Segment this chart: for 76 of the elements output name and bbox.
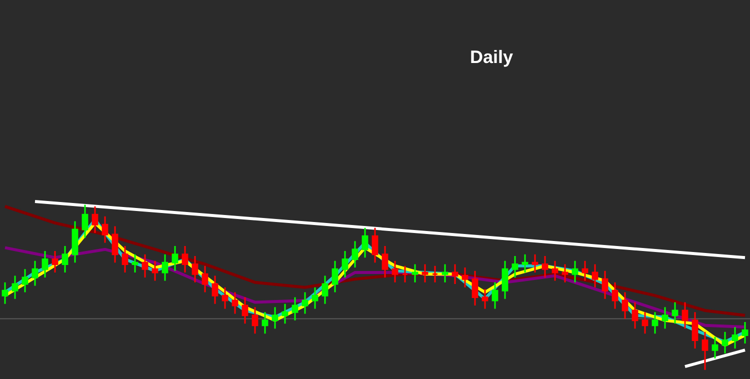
candlestick [562,263,568,284]
candlestick [552,260,558,282]
candlestick [472,270,478,306]
candlestick [52,250,58,274]
candlestick [632,301,638,330]
candlestick [392,260,398,284]
candlestick [72,220,78,264]
candlestick [272,306,278,330]
candlestick [612,282,618,310]
candlestick [212,275,218,305]
candlestick [62,245,68,274]
candlestick [82,204,88,239]
candlestick [192,255,198,284]
candlestick [312,286,318,310]
candlestick [522,254,528,274]
candlestick [2,282,8,305]
candlestick [172,245,178,272]
candlestick [592,263,598,288]
candlestick [452,263,458,285]
candlestick [372,227,378,264]
candlestick [12,275,18,300]
candlestick [652,311,658,334]
candlestick [182,245,188,274]
candlestick [622,292,628,320]
candlestick [222,286,228,310]
candlestick [142,254,148,278]
candlestick [502,260,508,300]
candlestick [572,260,578,284]
candlestick [482,288,488,310]
candlestick [322,275,328,305]
candlestick [262,311,268,334]
candlestick [122,245,128,274]
candlestick [112,225,118,264]
candlestick [42,250,48,278]
candlestick [442,263,448,284]
candlestick [672,301,678,324]
candlestick [102,216,108,244]
candlestick [242,296,248,324]
candlestick [682,301,688,330]
candlestick [542,255,548,278]
candlestick [722,331,728,354]
candlestick [422,263,428,284]
candlestick [22,268,28,294]
candlestick [512,255,518,278]
candlestick [362,227,368,258]
candlestick [402,265,408,284]
candlestick [202,265,208,294]
candlestick [702,331,708,371]
chart-title: Daily [470,47,514,67]
candlestick [492,282,498,310]
candlestick [292,296,298,322]
candlestick [382,245,388,278]
candlestick [132,254,138,274]
candlestick [92,206,98,234]
candlestick [462,266,468,288]
candlestick [602,270,608,300]
candlestick [282,303,288,324]
candlestick [662,306,668,330]
candlestick [162,254,168,282]
candlestick [642,311,648,334]
candlestick [342,250,348,278]
candlestick [152,260,158,282]
candlestick [412,263,418,284]
candlestick [252,306,258,334]
candlestick [732,326,738,350]
candlestick [232,292,238,315]
candlestick [352,240,358,268]
candlestick [712,336,718,360]
candlestick [582,260,588,282]
candlestick [332,260,338,294]
candlestick [742,321,748,344]
candlestick [32,260,38,286]
candlestick [532,254,538,274]
candlestick [692,311,698,350]
candlestick [302,292,308,315]
candlestick [432,265,438,284]
